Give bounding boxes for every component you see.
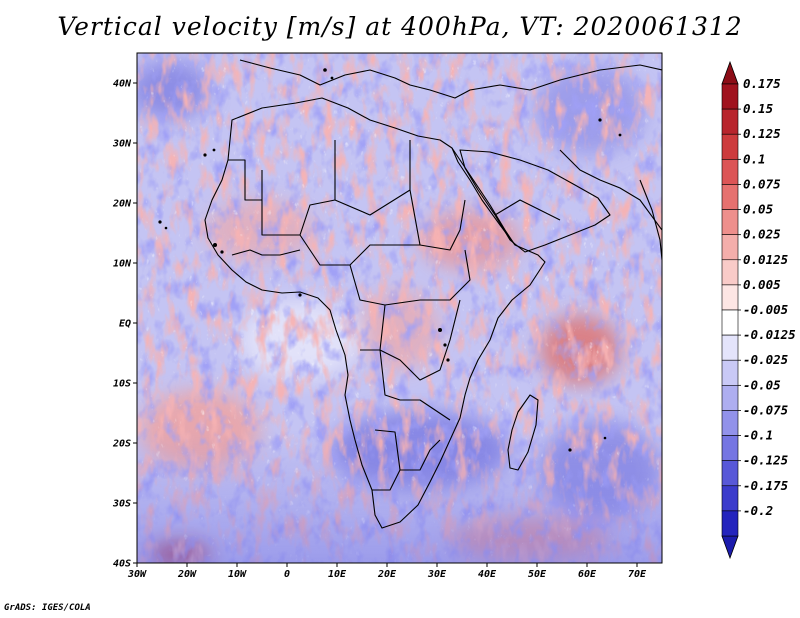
lon-tick-label: 20E bbox=[377, 569, 397, 580]
colorbar-label: -0.075 bbox=[743, 402, 789, 417]
lon-tick-label: 60E bbox=[578, 569, 597, 580]
lat-tick-label: 40S bbox=[113, 559, 131, 570]
colorbar-swatch bbox=[721, 309, 739, 336]
lat-tick-label: 10N bbox=[113, 259, 132, 270]
colorbar-swatch bbox=[721, 334, 739, 361]
border-3 bbox=[409, 189, 466, 251]
colorbar-label: 0.005 bbox=[743, 277, 781, 292]
border-10 bbox=[228, 159, 262, 201]
border-12 bbox=[494, 199, 561, 221]
map-title: Vertical velocity [m/s] at 400hPa, VT: 2… bbox=[57, 12, 743, 41]
lon-tick-label: 0 bbox=[284, 569, 290, 580]
colorbar-swatch bbox=[721, 83, 739, 110]
convective-spots bbox=[158, 68, 622, 452]
colorbar-label: 0.05 bbox=[743, 202, 774, 217]
colorbar-label: 0.0125 bbox=[743, 252, 789, 267]
plot-frame bbox=[136, 52, 663, 564]
longitude-axis: 30W 20W 10W 0 10E 20E 30E 40E 50E 60E 70E bbox=[127, 563, 647, 580]
mediterranean-coast bbox=[239, 59, 662, 99]
lon-tick-label: 10E bbox=[328, 569, 347, 580]
latitude-axis: 40N 30N 20N 10N EQ 10S 20S 30S 40S bbox=[112, 79, 137, 570]
colorbar-label: 0.15 bbox=[743, 101, 774, 116]
lat-tick-label: EQ bbox=[119, 319, 131, 330]
colorbar-label: -0.025 bbox=[743, 352, 789, 367]
madagascar bbox=[507, 394, 539, 471]
lon-tick-label: 40E bbox=[478, 569, 497, 580]
lon-tick-label: 20W bbox=[177, 569, 197, 580]
colorbar-top-arrow bbox=[721, 60, 739, 85]
lon-tick-label: 30W bbox=[127, 569, 147, 580]
colorbar-label: -0.1 bbox=[743, 428, 773, 443]
colorbar-label: 0.125 bbox=[743, 126, 781, 141]
colorbar-swatch bbox=[721, 184, 739, 210]
border-9 bbox=[372, 469, 401, 491]
lat-tick-label: 10S bbox=[113, 379, 131, 390]
map-plot-area bbox=[137, 53, 662, 563]
colorbar-swatch bbox=[721, 510, 739, 537]
colorbar-swatch bbox=[721, 209, 739, 235]
colorbar-label: 0.1 bbox=[743, 151, 766, 166]
colorbar-label: -0.125 bbox=[743, 453, 789, 468]
colorbar-swatch bbox=[721, 435, 739, 461]
colorbar-swatch bbox=[721, 460, 739, 487]
colorbar-swatch bbox=[721, 234, 739, 261]
border-7 bbox=[360, 349, 451, 421]
lat-tick-label: 20S bbox=[112, 439, 131, 450]
colorbar-label: 0.175 bbox=[743, 76, 781, 91]
border-1 bbox=[334, 140, 411, 216]
lat-tick-label: 30S bbox=[112, 499, 131, 510]
lon-tick-label: 10W bbox=[228, 569, 247, 580]
border-8 bbox=[374, 429, 441, 471]
colorbar-swatch bbox=[721, 410, 739, 436]
colorbar-swatch bbox=[721, 385, 739, 411]
colorbar-swatch bbox=[721, 108, 739, 135]
colorbar-label: -0.175 bbox=[743, 478, 789, 493]
colorbar-swatch bbox=[721, 359, 739, 386]
colorbar-swatch bbox=[721, 159, 739, 185]
colorbar-swatch bbox=[721, 259, 739, 286]
colorbar-label: -0.005 bbox=[743, 302, 789, 317]
colorbar-swatch bbox=[721, 133, 739, 160]
lat-tick-label: 40N bbox=[113, 79, 132, 90]
red-sea bbox=[451, 147, 516, 246]
arabian-peninsula bbox=[459, 149, 611, 253]
lat-tick-label: 20N bbox=[112, 199, 132, 210]
grads-credit: GrADS: IGES/COLA bbox=[4, 603, 91, 613]
colorbar: 0.175 0.15 0.125 0.1 0.075 0.05 0.025 0.0125 0.0… bbox=[721, 60, 796, 560]
colorbar-label: 0.075 bbox=[743, 176, 781, 191]
colorbar-label: -0.05 bbox=[743, 377, 781, 392]
colorbar-bottom-arrow bbox=[721, 535, 739, 560]
lon-tick-label: 70E bbox=[628, 569, 647, 580]
coastlines-and-borders bbox=[204, 59, 662, 529]
colorbar-label: -0.2 bbox=[743, 503, 773, 518]
colorbar-label: -0.0125 bbox=[743, 327, 796, 342]
lat-tick-label: 30N bbox=[112, 139, 132, 150]
lon-tick-label: 50E bbox=[528, 569, 547, 580]
lon-tick-label: 30E bbox=[427, 569, 447, 580]
border-11 bbox=[231, 249, 301, 256]
persian-gulf bbox=[559, 149, 662, 231]
colorbar-swatch bbox=[721, 485, 739, 512]
colorbar-swatch bbox=[721, 284, 739, 311]
border-5 bbox=[349, 249, 471, 306]
india-coast bbox=[639, 179, 662, 261]
colorbar-label: 0.025 bbox=[743, 227, 781, 242]
